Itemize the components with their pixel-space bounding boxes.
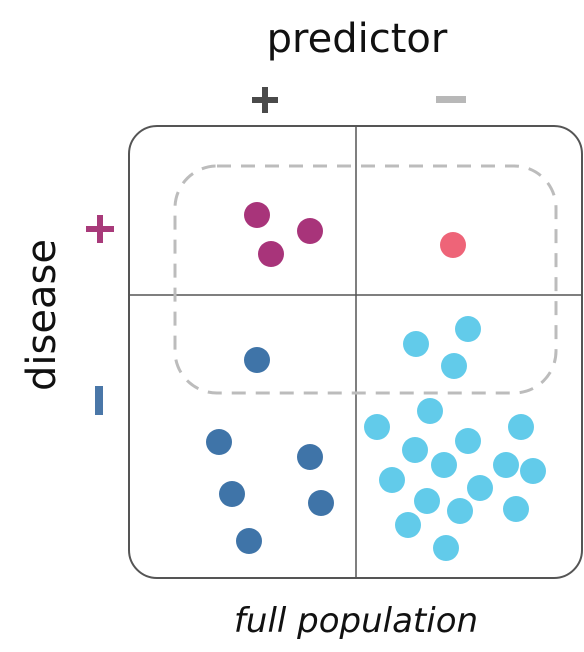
true-positive-dot xyxy=(258,241,284,267)
true-negative-dot xyxy=(417,398,443,424)
false-positive-dot xyxy=(308,490,334,516)
disease-positive-plus-icon xyxy=(86,215,114,243)
true-negative-dot xyxy=(379,467,405,493)
true-negative-dot xyxy=(503,496,529,522)
true-negative-dot xyxy=(520,458,546,484)
true-negative-dot xyxy=(455,316,481,342)
false-positive-dot xyxy=(206,429,232,455)
false-positive-dot xyxy=(236,528,262,554)
predictor-title: predictor xyxy=(267,16,448,62)
true-positive-dot xyxy=(244,202,270,228)
true-negative-dot xyxy=(433,535,459,561)
true-negative-dot xyxy=(395,512,421,538)
false-positive-dot xyxy=(219,481,245,507)
predictor-negative-minus-icon xyxy=(436,96,466,103)
false-positive-dot xyxy=(244,347,270,373)
true-positive-dot xyxy=(297,218,323,244)
false-negative-dot xyxy=(440,232,466,258)
population-caption: full population xyxy=(234,601,478,641)
true-negative-dot xyxy=(414,488,440,514)
tested-subset-outline xyxy=(173,164,558,395)
predictor-positive-plus-icon xyxy=(252,87,278,113)
true-negative-dot xyxy=(403,331,429,357)
disease-axis-label: disease xyxy=(19,239,65,391)
true-negative-dot xyxy=(441,353,467,379)
true-negative-dot xyxy=(447,498,473,524)
true-negative-dot xyxy=(455,428,481,454)
true-negative-dot xyxy=(508,414,534,440)
true-negative-dot xyxy=(431,452,457,478)
false-positive-dot xyxy=(297,444,323,470)
population-dots xyxy=(206,202,546,561)
true-negative-dot xyxy=(364,414,390,440)
true-negative-dot xyxy=(493,452,519,478)
disease-negative-minus-icon xyxy=(95,386,103,415)
true-negative-dot xyxy=(467,475,493,501)
true-negative-dot xyxy=(402,437,428,463)
